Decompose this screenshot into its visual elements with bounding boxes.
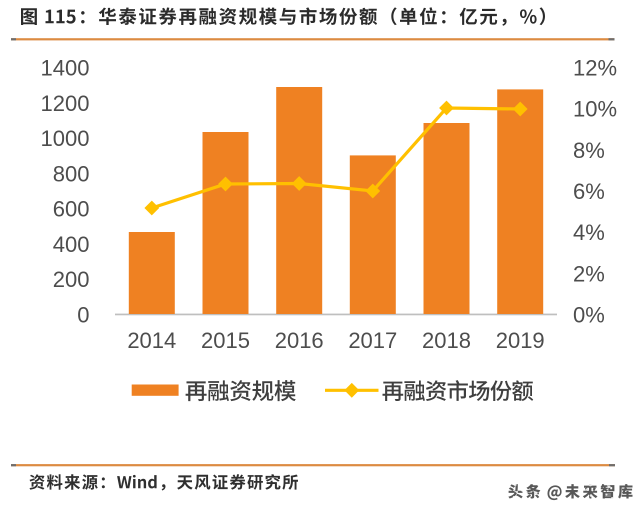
svg-text:800: 800	[53, 161, 90, 186]
svg-text:2018: 2018	[422, 328, 471, 353]
svg-text:2015: 2015	[201, 328, 250, 353]
svg-text:1200: 1200	[41, 91, 90, 116]
svg-text:12%: 12%	[573, 56, 617, 81]
svg-text:400: 400	[53, 232, 90, 257]
svg-text:1400: 1400	[41, 56, 90, 81]
svg-text:1000: 1000	[41, 126, 90, 151]
svg-text:4%: 4%	[573, 220, 605, 245]
svg-text:200: 200	[53, 267, 90, 292]
svg-text:2017: 2017	[348, 328, 397, 353]
svg-text:0: 0	[77, 303, 89, 328]
svg-text:600: 600	[53, 197, 90, 222]
svg-text:2019: 2019	[496, 328, 545, 353]
svg-text:0%: 0%	[573, 303, 605, 328]
svg-text:6%: 6%	[573, 179, 605, 204]
svg-text:2016: 2016	[275, 328, 324, 353]
svg-text:8%: 8%	[573, 138, 605, 163]
svg-text:2014: 2014	[127, 328, 176, 353]
svg-text:2%: 2%	[573, 261, 605, 286]
svg-text:10%: 10%	[573, 97, 617, 122]
